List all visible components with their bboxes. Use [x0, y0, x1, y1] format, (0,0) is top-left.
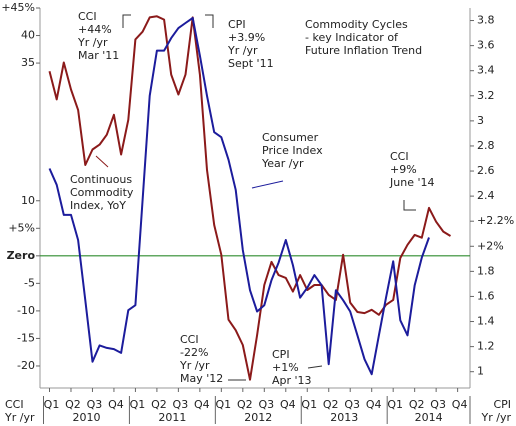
year-label: 2010 [72, 411, 100, 424]
x-tick-label: Q3 [344, 398, 360, 411]
y-tick-label: 10 [21, 194, 35, 207]
annotation: +44% [78, 23, 112, 36]
y2-tick-label: 1 [477, 365, 484, 378]
chart-title: Commodity Cycles [305, 18, 408, 31]
y2-axis-label: CPI [493, 398, 511, 411]
leader [205, 14, 214, 28]
x-tick-label: Q3 [430, 398, 446, 411]
annotation: Yr /yr [227, 44, 258, 57]
annotation: CCI [78, 10, 97, 23]
y2-tick-label: 3 [477, 114, 484, 127]
y-tick-label: -5 [24, 276, 35, 289]
y2-tick-label: 3.6 [477, 39, 495, 52]
annotation: +9% [390, 163, 417, 176]
y-tick-label: -15 [17, 331, 35, 344]
y-tick-label: 35 [21, 56, 35, 69]
y-tick-label: -10 [17, 304, 35, 317]
x-tick-label: Q2 [237, 398, 253, 411]
x-tick-label: Q1 [301, 398, 317, 411]
annotation: Sept '11 [228, 57, 274, 70]
y2-tick-label: +2% [477, 239, 504, 252]
annotation: CPI [272, 348, 290, 361]
y2-tick-label: 2.4 [477, 189, 495, 202]
y2-tick-label: 1.2 [477, 340, 495, 353]
series-label: Consumer [262, 131, 319, 144]
series-label: Commodity [70, 186, 134, 199]
leader [403, 200, 416, 211]
annotation: -22% [180, 346, 208, 359]
y-tick-label: +45% [1, 1, 35, 14]
x-tick-label: Q3 [258, 398, 274, 411]
annotation: Yr /yr [77, 36, 108, 49]
y2-tick-label: +2.2% [477, 214, 514, 227]
y2-tick-label: 3.4 [477, 64, 495, 77]
x-tick-label: Q1 [130, 398, 146, 411]
annotation: CCI [180, 333, 199, 346]
leader [251, 180, 284, 189]
frame [39, 8, 471, 389]
annotation: CCI [390, 150, 409, 163]
x-tick-label: Q4 [366, 398, 382, 411]
x-tick-label: Q1 [44, 398, 60, 411]
annotation: May '12 [180, 372, 223, 385]
leader [122, 14, 131, 28]
x-tick-label: Q4 [108, 398, 124, 411]
x-tick-label: Q2 [323, 398, 339, 411]
y2-tick-label: 1.4 [477, 315, 495, 328]
x-tick-label: Q4 [194, 398, 210, 411]
y2-tick-label: 2.8 [477, 139, 495, 152]
leader [95, 155, 109, 168]
y2-tick-label: 3.2 [477, 89, 495, 102]
annotation: Apr '13 [272, 374, 312, 387]
annotation: June '14 [389, 176, 434, 189]
annotation: +3.9% [228, 31, 265, 44]
series-label: Continuous [70, 173, 132, 186]
y2-axis-label: Yr /yr [481, 411, 512, 424]
annotation: Mar '11 [78, 49, 119, 62]
leader [307, 365, 323, 369]
annotation: Yr /yr [179, 359, 210, 372]
series-label: Year /yr [261, 157, 304, 170]
series-line [48, 17, 430, 376]
y-tick-label: -20 [17, 359, 35, 372]
y-axis-label: Yr /yr [4, 411, 35, 424]
series-label: Price Index [262, 144, 323, 157]
y2-tick-label: 1.8 [477, 264, 495, 277]
x-tick-label: Q2 [151, 398, 167, 411]
chart-title: - key Indicator of [305, 31, 399, 44]
y-tick-label: 40 [21, 29, 35, 42]
annotation: +1% [272, 361, 299, 374]
x-tick-label: Q1 [216, 398, 232, 411]
leaders [95, 14, 416, 381]
y2-tick-label: 3.8 [477, 14, 495, 27]
x-tick-label: Q2 [409, 398, 425, 411]
y2-tick-label: 2.6 [477, 164, 495, 177]
y-tick-label: +5% [8, 221, 35, 234]
year-label: 2013 [330, 411, 358, 424]
y-axis-label: CCI [5, 398, 24, 411]
x-tick-label: Q3 [173, 398, 189, 411]
x-tick-label: Q4 [280, 398, 296, 411]
x-tick-label: Q4 [452, 398, 468, 411]
x-tick-label: Q3 [87, 398, 103, 411]
x-tick-label: Q1 [387, 398, 403, 411]
series-label: Index, YoY [70, 199, 126, 212]
annotation: CPI [228, 18, 246, 31]
y2-tick-label: 1.6 [477, 289, 495, 302]
year-label: 2014 [415, 411, 443, 424]
year-label: 2011 [158, 411, 186, 424]
year-label: 2012 [244, 411, 272, 424]
x-tick-label: Q2 [65, 398, 81, 411]
y-tick-label: Zero [7, 249, 36, 262]
chart-title: Future Inflation Trend [305, 44, 422, 57]
